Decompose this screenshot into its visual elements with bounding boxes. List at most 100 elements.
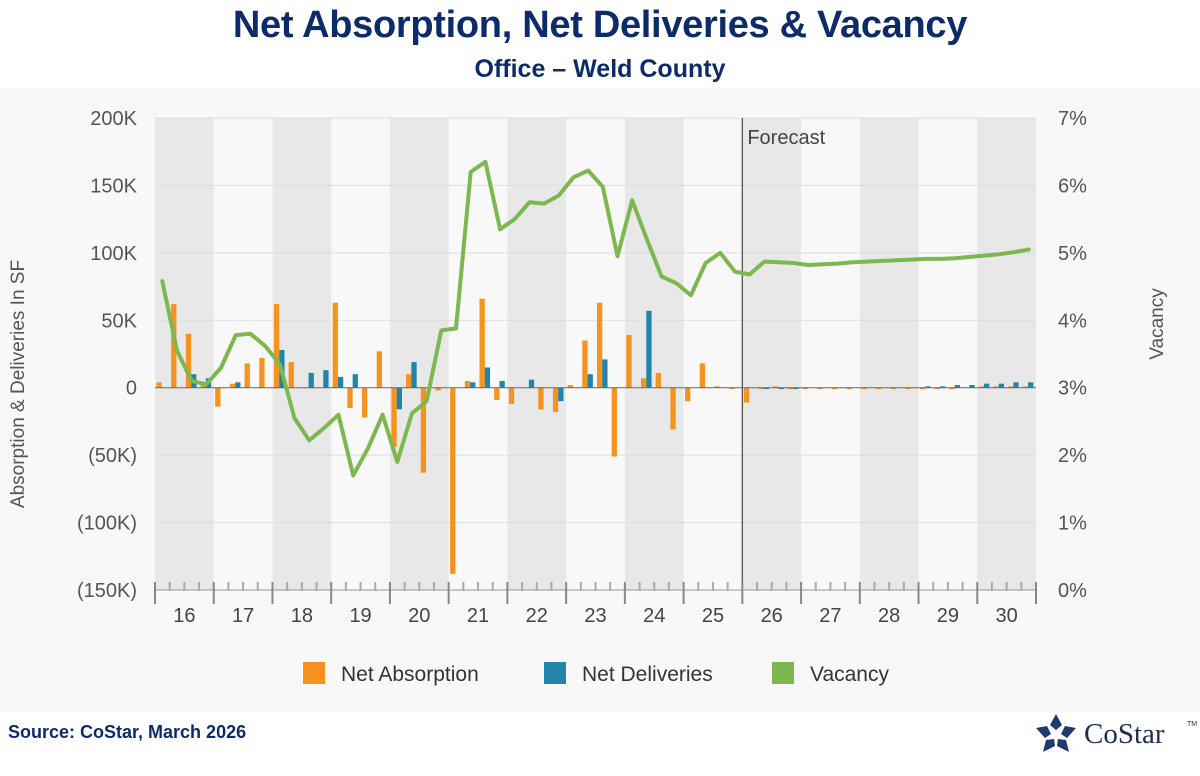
legend-swatch xyxy=(303,662,325,684)
net-absorption-bar xyxy=(626,335,632,388)
net-absorption-bar xyxy=(1022,386,1029,388)
y2-tick-label: 6% xyxy=(1058,175,1087,197)
net-absorption-bar xyxy=(641,378,647,388)
legend-swatch xyxy=(772,662,794,684)
net-absorption-bar xyxy=(817,387,823,390)
forecast-label: Forecast xyxy=(747,127,825,149)
forecast-marker: Forecast xyxy=(741,118,826,604)
x-year-label: 29 xyxy=(937,605,959,627)
net-absorption-bar xyxy=(259,358,265,388)
y-tick-label: 100K xyxy=(90,243,137,265)
net-deliveries-bar xyxy=(646,310,652,388)
net-deliveries-bar xyxy=(235,382,241,388)
net-deliveries-bar xyxy=(528,379,535,388)
y-axis-left: 200K 150K 100K 50K 0 (50K) (100K) (150K) Absorpt… xyxy=(8,108,138,602)
net-absorption-bars xyxy=(156,298,1029,574)
net-absorption-bar xyxy=(655,372,661,388)
y-tick-label: 150K xyxy=(90,175,137,197)
net-absorption-bar xyxy=(699,363,706,388)
net-absorption-bar xyxy=(508,387,515,404)
y2-tick-label: 4% xyxy=(1058,310,1087,332)
net-absorption-bar xyxy=(420,387,427,473)
net-deliveries-bar xyxy=(411,362,417,388)
x-year-label: 16 xyxy=(173,605,195,627)
vacancy-series xyxy=(160,159,1031,478)
x-year-label: 30 xyxy=(996,605,1018,627)
net-absorption-bar xyxy=(846,387,852,390)
y2-tick-label: 2% xyxy=(1058,445,1087,467)
net-deliveries-bar xyxy=(558,387,564,402)
y2-axis-title: Vacancy xyxy=(1147,288,1168,360)
chart-panel: Forecast 16 17 18 19 20 21 22 23 24 25 26 27 28 29 30 … xyxy=(0,88,1200,712)
net-absorption-bar xyxy=(993,386,999,388)
net-absorption-bar xyxy=(273,304,280,388)
costar-logo-trademark: TM xyxy=(1187,721,1198,728)
net-absorption-bar xyxy=(861,387,867,390)
net-deliveries-bar xyxy=(998,383,1004,388)
y2-tick-label: 3% xyxy=(1058,378,1087,400)
net-absorption-bar xyxy=(185,333,192,388)
x-year-label: 25 xyxy=(702,605,724,627)
net-deliveries-bar xyxy=(1028,382,1034,388)
legend-swatch xyxy=(544,662,566,684)
x-year-label: 24 xyxy=(643,605,665,627)
y-axis-title: Absorption & Deliveries In SF xyxy=(8,260,29,508)
x-year-label: 21 xyxy=(467,605,489,627)
net-deliveries-bar xyxy=(484,367,491,388)
x-year-label: 22 xyxy=(526,605,548,627)
y-tick-label: 200K xyxy=(90,108,137,130)
net-absorption-bar xyxy=(611,387,617,457)
net-deliveries-bar xyxy=(793,387,799,390)
x-year-label: 26 xyxy=(761,605,783,627)
vacancy-line xyxy=(160,159,1031,478)
net-absorption-bar xyxy=(391,387,397,448)
net-absorption-bar xyxy=(670,387,676,430)
net-deliveries-bar xyxy=(337,376,344,388)
net-absorption-bar xyxy=(215,387,221,407)
net-deliveries-bar xyxy=(969,385,975,388)
net-deliveries-bar xyxy=(763,387,770,390)
net-absorption-bar xyxy=(450,387,456,574)
x-year-label: 20 xyxy=(408,605,430,627)
net-absorption-bar xyxy=(406,374,412,388)
y2-tick-label: 1% xyxy=(1058,513,1087,535)
y-tick-label: (150K) xyxy=(77,580,137,602)
net-absorption-bar xyxy=(479,298,485,388)
net-absorption-bar xyxy=(229,383,236,388)
net-absorption-bar xyxy=(538,387,544,410)
net-deliveries-bar xyxy=(396,387,402,410)
net-absorption-bar xyxy=(464,380,471,388)
net-deliveries-bar xyxy=(470,382,476,388)
net-deliveries-bar xyxy=(308,372,314,388)
net-absorption-bar xyxy=(773,386,779,388)
net-absorption-bar xyxy=(934,387,940,390)
net-deliveries-bar xyxy=(499,380,505,388)
x-year-label: 28 xyxy=(878,605,900,627)
costar-logo: CoStar TM xyxy=(1034,713,1198,755)
chart-subtitle: Office – Weld County xyxy=(474,55,726,83)
net-absorption-bar xyxy=(875,387,882,390)
x-year-label: 19 xyxy=(349,605,371,627)
net-absorption-bar xyxy=(831,387,838,390)
net-absorption-bar xyxy=(347,387,353,408)
net-absorption-bar xyxy=(435,387,441,391)
net-absorption-bar xyxy=(244,363,250,388)
net-deliveries-bar xyxy=(587,374,593,388)
legend-label: Net Deliveries xyxy=(582,663,713,686)
net-absorption-bar xyxy=(905,387,911,390)
net-absorption-bar xyxy=(743,387,750,403)
net-absorption-bar xyxy=(890,387,896,390)
net-absorption-bar xyxy=(596,302,603,388)
net-absorption-bar xyxy=(552,387,559,412)
net-absorption-bar xyxy=(582,340,588,388)
y2-tick-label: 7% xyxy=(1058,108,1087,130)
net-deliveries-bar xyxy=(778,387,784,390)
y-tick-label: 50K xyxy=(101,310,137,332)
net-absorption-bar xyxy=(156,382,162,388)
year-band xyxy=(507,118,567,590)
year-band xyxy=(155,118,214,590)
y-tick-label: (100K) xyxy=(77,513,137,535)
net-absorption-bar xyxy=(1008,386,1014,388)
net-absorption-bar xyxy=(758,387,764,390)
year-band xyxy=(624,118,684,590)
